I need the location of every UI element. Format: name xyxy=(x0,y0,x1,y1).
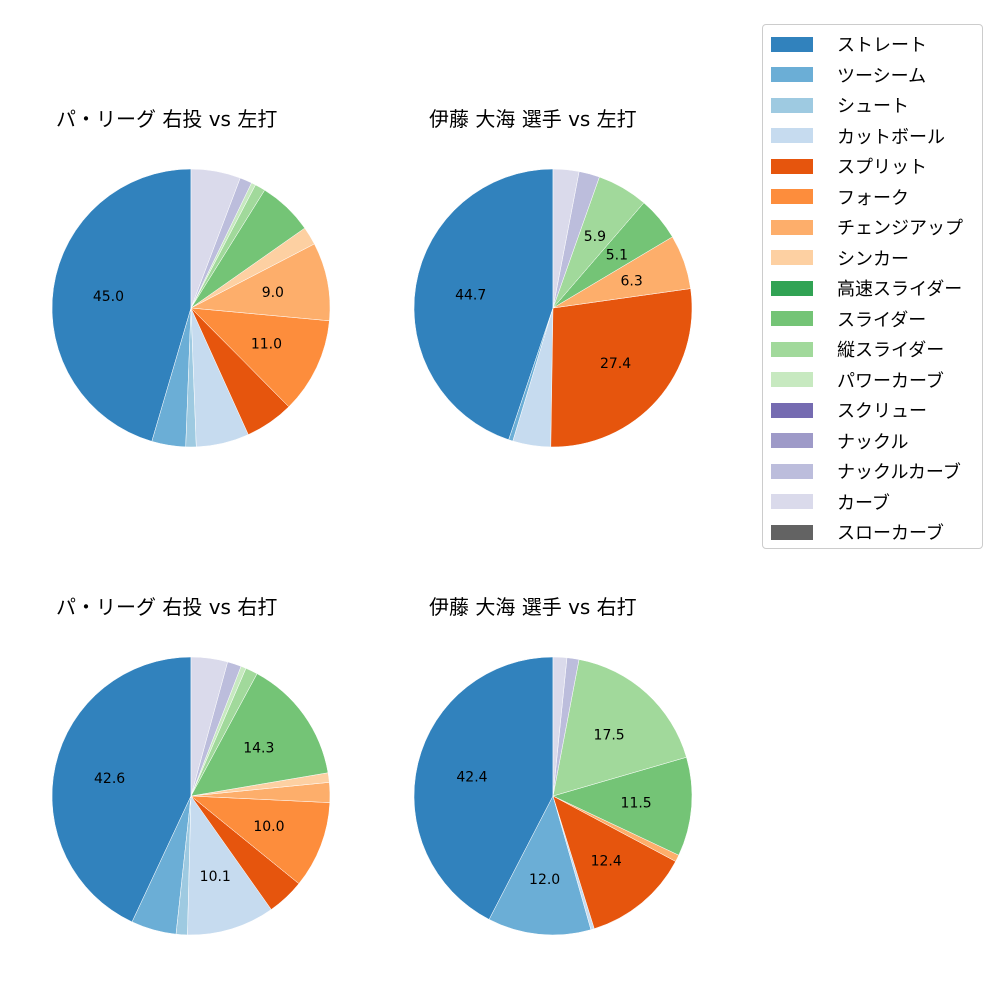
slice-value-label: 10.1 xyxy=(200,869,231,885)
pie-slice xyxy=(552,659,687,797)
pie-slice xyxy=(552,756,693,856)
legend-swatch xyxy=(771,67,813,82)
legend-swatch xyxy=(771,280,813,296)
slice-value-label: 42.6 xyxy=(94,771,125,787)
legend-swatch xyxy=(771,524,813,540)
legend-label: スローカーブ xyxy=(837,523,944,544)
chart-title-league-vs-right: パ・リーグ 右投 vs 右打 xyxy=(56,595,278,619)
pie-slice xyxy=(190,307,330,408)
pie-slice xyxy=(488,795,592,936)
legend-item: ストレート xyxy=(771,33,927,56)
legend-label: カーブ xyxy=(837,492,890,514)
slice-value-label: 27.4 xyxy=(600,356,631,372)
pie-slice xyxy=(550,288,693,448)
chart-legend: ストレートツーシームシュートカットボール スプリットフォークチェンジアップ シンカー… xyxy=(762,24,983,549)
slice-value-label: 5.9 xyxy=(584,229,606,245)
legend-item: ナックルカーブ xyxy=(771,460,961,483)
legend-item: カーブ xyxy=(771,491,890,514)
slice-value-label: 17.5 xyxy=(594,727,625,743)
legend-label: フォーク xyxy=(837,187,909,209)
pie-slice xyxy=(190,795,331,884)
slice-value-label: 12.0 xyxy=(529,872,560,888)
legend-label: ナックル xyxy=(837,431,909,453)
legend-label: カットボール xyxy=(837,126,945,148)
chart-title-ito-vs-right: 伊藤 大海 選手 vs 右打 xyxy=(429,595,637,619)
legend-item: シュート xyxy=(771,94,909,117)
pie-slice xyxy=(552,656,568,797)
slice-value-label: 11.5 xyxy=(621,796,652,812)
legend-swatch xyxy=(771,158,813,174)
legend-swatch xyxy=(771,463,813,479)
legend-item: スクリュー xyxy=(771,399,927,422)
legend-item: カットボール xyxy=(771,125,945,148)
legend-item: 高速スライダー xyxy=(771,277,963,300)
legend-item: フォーク xyxy=(771,186,909,209)
pie-slice xyxy=(187,795,272,936)
pie-slice xyxy=(190,243,331,322)
pie-slice xyxy=(413,168,554,441)
legend-item: パワーカーブ xyxy=(771,369,944,392)
pie-slice xyxy=(552,168,580,309)
slice-value-label: 10.0 xyxy=(253,819,284,835)
legend-label: シンカー xyxy=(837,248,909,270)
legend-label: 縦スライダー xyxy=(837,340,945,361)
legend-swatch xyxy=(771,189,813,204)
legend-label: スプリット xyxy=(837,157,927,178)
slice-value-label: 12.4 xyxy=(591,853,622,869)
slice-value-label: 42.4 xyxy=(456,769,487,785)
legend-swatch xyxy=(771,128,813,143)
legend-swatch xyxy=(771,433,813,448)
legend-item: スローカーブ xyxy=(771,521,944,544)
pie-slice xyxy=(552,795,676,930)
legend-swatch xyxy=(771,402,813,418)
chart-title-ito-vs-left: 伊藤 大海 選手 vs 左打 xyxy=(429,107,637,131)
legend-item: シンカー xyxy=(771,247,909,270)
legend-item: ナックル xyxy=(771,430,909,453)
legend-label: スライダー xyxy=(837,309,927,331)
legend-swatch xyxy=(771,341,813,357)
pie-slice xyxy=(51,168,192,442)
slice-value-label: 44.7 xyxy=(455,288,486,304)
legend-label: スクリュー xyxy=(837,401,927,422)
legend-swatch xyxy=(771,36,813,52)
legend-item: スプリット xyxy=(771,155,927,178)
legend-label: チェンジアップ xyxy=(837,218,963,239)
legend-label: ストレート xyxy=(837,35,927,56)
legend-item: ツーシーム xyxy=(771,64,927,87)
slice-value-label: 14.3 xyxy=(243,740,274,756)
pie-slice xyxy=(190,656,228,797)
legend-label: ツーシーム xyxy=(837,65,927,87)
legend-swatch xyxy=(771,311,813,326)
pie-slice xyxy=(190,673,329,797)
legend-item: 縦スライダー xyxy=(771,338,945,361)
legend-swatch xyxy=(771,372,813,387)
legend-swatch xyxy=(771,250,813,265)
slice-value-label: 11.0 xyxy=(251,337,282,353)
legend-swatch xyxy=(771,494,813,509)
chart-title-league-vs-left: パ・リーグ 右投 vs 左打 xyxy=(56,107,278,131)
slice-value-label: 5.1 xyxy=(606,247,628,263)
pie-slice xyxy=(190,168,241,309)
slice-value-label: 45.0 xyxy=(93,289,124,305)
slice-value-label: 9.0 xyxy=(262,285,284,301)
legend-swatch xyxy=(771,97,813,113)
legend-label: 高速スライダー xyxy=(837,279,963,300)
legend-item: チェンジアップ xyxy=(771,216,963,239)
legend-label: パワーカーブ xyxy=(837,370,944,392)
legend-swatch xyxy=(771,219,813,235)
legend-label: シュート xyxy=(837,96,909,117)
legend-item: スライダー xyxy=(771,308,927,331)
slice-value-label: 6.3 xyxy=(621,273,643,289)
legend-label: ナックルカーブ xyxy=(837,462,961,483)
pie-slice xyxy=(413,656,554,920)
pie-slice xyxy=(51,656,192,923)
